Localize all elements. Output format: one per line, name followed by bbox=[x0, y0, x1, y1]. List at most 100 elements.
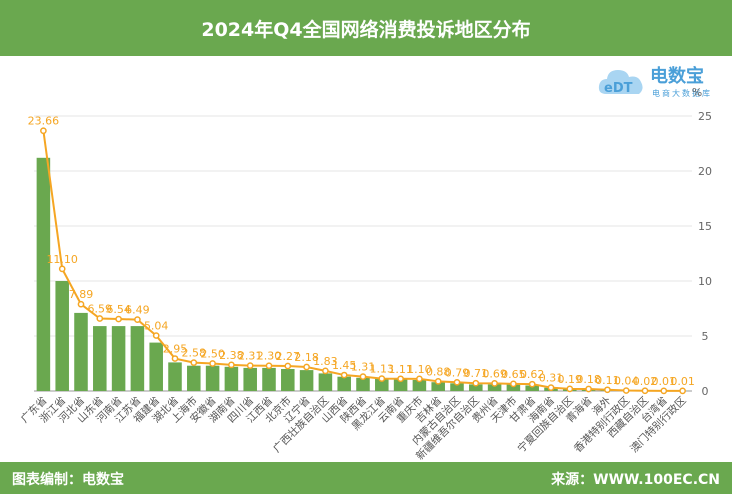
bar bbox=[412, 380, 427, 391]
bar bbox=[205, 365, 220, 391]
data-label: 0.88 bbox=[426, 365, 451, 378]
bar bbox=[111, 326, 126, 391]
line-point bbox=[40, 127, 47, 135]
line-point bbox=[265, 362, 273, 370]
data-label: 0.65 bbox=[501, 368, 526, 381]
line-point bbox=[622, 387, 630, 394]
line-point bbox=[284, 362, 292, 370]
data-label: 2.30 bbox=[257, 350, 282, 363]
line-point bbox=[378, 375, 386, 382]
bar bbox=[393, 378, 408, 391]
line-point bbox=[566, 385, 574, 393]
y-tick-label: 15 bbox=[698, 220, 712, 233]
footer-credit: 图表编制：电数宝 bbox=[12, 472, 124, 488]
line-point bbox=[322, 367, 329, 375]
bar bbox=[487, 384, 502, 391]
y-tick-label: 0 bbox=[702, 385, 709, 398]
line-point bbox=[397, 375, 404, 383]
bar bbox=[36, 157, 51, 391]
line-point bbox=[472, 379, 480, 387]
bar bbox=[168, 362, 182, 391]
bar bbox=[375, 378, 389, 391]
data-label: 2.27 bbox=[276, 350, 301, 363]
bar bbox=[149, 342, 163, 391]
data-label: 6.54 bbox=[106, 303, 131, 316]
data-label: 1.31 bbox=[351, 361, 376, 374]
line-point bbox=[209, 360, 216, 367]
bar bbox=[431, 382, 445, 391]
y-tick-label: 20 bbox=[698, 165, 712, 178]
line-point bbox=[340, 371, 348, 379]
logo-subtitle: 电商大数据库 bbox=[652, 89, 712, 98]
line-point bbox=[303, 363, 310, 371]
data-label: 5.04 bbox=[144, 320, 169, 333]
y-tick-label: 10 bbox=[698, 275, 712, 288]
line-point bbox=[171, 355, 179, 362]
data-label: 7.89 bbox=[69, 288, 94, 301]
data-label: 2.95 bbox=[163, 343, 188, 356]
line-point bbox=[134, 316, 141, 323]
footer-source: 来源：WWW.100EC.CN bbox=[551, 472, 720, 488]
bar bbox=[93, 326, 107, 391]
data-label: 0.31 bbox=[539, 372, 564, 385]
line-point bbox=[246, 362, 254, 369]
y-tick-label: 25 bbox=[698, 110, 712, 123]
line-point bbox=[115, 315, 122, 323]
logo-mark: eDT bbox=[604, 81, 633, 96]
data-label: 0.18 bbox=[576, 373, 601, 386]
bar bbox=[187, 365, 201, 391]
bar bbox=[299, 370, 314, 391]
bar-line-chart: 23.6611.107.896.596.546.495.042.952.582.… bbox=[18, 86, 712, 462]
data-label: 0.02 bbox=[633, 375, 658, 388]
data-label: 0.19 bbox=[558, 373, 583, 386]
line-point bbox=[152, 332, 160, 339]
line-point bbox=[228, 361, 235, 369]
bar bbox=[450, 383, 464, 391]
data-label: 2.31 bbox=[238, 350, 263, 363]
footer-bar: 图表编制：电数宝 来源：WWW.100EC.CN bbox=[0, 462, 732, 494]
bar bbox=[525, 385, 539, 391]
bar bbox=[356, 377, 370, 391]
line-point bbox=[679, 387, 686, 395]
data-label: 6.49 bbox=[125, 304, 150, 317]
data-label: 0.69 bbox=[482, 367, 507, 380]
bar bbox=[55, 281, 69, 391]
data-label: 0.11 bbox=[595, 374, 620, 387]
bar bbox=[243, 367, 257, 391]
data-label: 1.13 bbox=[370, 363, 395, 376]
data-label: 2.50 bbox=[200, 348, 225, 361]
bar bbox=[281, 369, 295, 391]
line-point bbox=[660, 387, 668, 395]
line-point bbox=[359, 373, 367, 380]
data-label: 6.59 bbox=[88, 303, 113, 316]
brand-logo: eDT 电数宝 电商大数据库 bbox=[596, 60, 726, 104]
data-label: 0.01 bbox=[652, 375, 677, 388]
data-label: 11.10 bbox=[46, 253, 78, 266]
line-point bbox=[190, 359, 198, 366]
data-label: 2.18 bbox=[294, 351, 319, 364]
data-label: 0.71 bbox=[464, 367, 489, 380]
data-label: 1.10 bbox=[407, 363, 432, 376]
data-label: 1.45 bbox=[332, 359, 357, 372]
line-point bbox=[585, 385, 592, 393]
bar bbox=[337, 376, 351, 391]
bar bbox=[506, 384, 521, 391]
data-label: 23.66 bbox=[28, 115, 60, 128]
line-point bbox=[528, 380, 536, 388]
bar bbox=[130, 326, 145, 391]
logo-name: 电数宝 bbox=[650, 66, 704, 87]
line-point bbox=[77, 300, 85, 308]
data-label: 2.38 bbox=[219, 349, 244, 362]
bar bbox=[318, 373, 333, 391]
data-label: 0.04 bbox=[614, 375, 639, 388]
bar bbox=[469, 384, 483, 391]
bar bbox=[224, 366, 239, 391]
data-label: 0.62 bbox=[520, 368, 545, 381]
line-point bbox=[547, 384, 555, 391]
line-point bbox=[491, 380, 498, 387]
data-label: 0.79 bbox=[445, 366, 470, 379]
cloud-logo-icon: eDT bbox=[598, 70, 643, 96]
line-point bbox=[416, 375, 423, 383]
line-point bbox=[641, 387, 649, 395]
bar bbox=[74, 312, 88, 391]
